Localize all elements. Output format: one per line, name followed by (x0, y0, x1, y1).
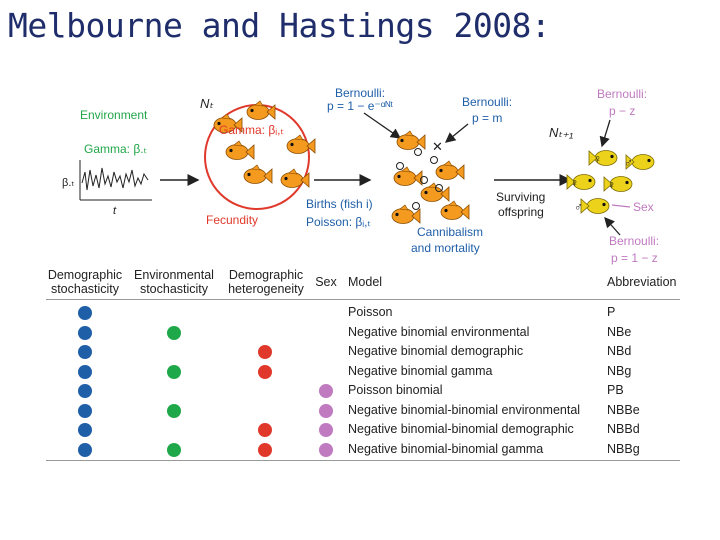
offspring-fish-2 (393, 166, 423, 186)
header-demographic-stochasticity: Demographic stochasticity (47, 268, 123, 296)
female-symbol-2: ♀ (570, 176, 579, 190)
bernoulli1-formula: p = 1 − e⁻ᵅᴺᵗ (327, 99, 393, 113)
slide-title: Melbourne and Hastings 2008: (8, 6, 551, 45)
demographic-dot (78, 442, 92, 457)
header-abbreviation: Abbreviation (607, 275, 677, 289)
births-label: Births (fish i) (306, 197, 373, 211)
fish-6 (280, 168, 310, 188)
fish-population-diagram: Environment Gamma: β.ₜ β.ₜ t Nₜ Gamma: β… (62, 86, 659, 265)
mortality-label: and mortality (411, 241, 480, 255)
bernoulli4-formula: p = 1 − z (611, 251, 658, 265)
demographic-dot (78, 325, 92, 340)
table-top-rule (46, 299, 680, 300)
offspring-fish-4 (420, 182, 450, 202)
environmental-dot (167, 403, 181, 418)
demographic-dot (78, 403, 92, 418)
model-abbreviation: NBBd (607, 422, 640, 436)
bernoulli3-label: Bernoulli: (597, 87, 647, 101)
offspring-fish-6 (440, 200, 470, 220)
header-demographic-heterogeneity: Demographic heterogeneity (228, 268, 304, 296)
sex-dot (319, 403, 333, 418)
demographic-dot (78, 423, 92, 437)
table-bottom-rule (46, 460, 680, 461)
arrow-bernoulli3 (599, 119, 611, 148)
bernoulli4-label: Bernoulli: (609, 234, 659, 248)
egg-3 (396, 162, 404, 170)
model-abbreviation: NBBe (607, 402, 640, 417)
egg-1 (414, 148, 422, 156)
female-symbol-3: ♀ (607, 178, 616, 192)
egg-5 (412, 202, 420, 210)
header-sex: Sex (315, 275, 337, 289)
model-name: Poisson (348, 305, 393, 319)
n-t1-label: Nₜ₊₁ (549, 125, 573, 140)
arrow-sex (611, 204, 631, 208)
sex-label: Sex (633, 200, 654, 214)
fish-1 (246, 100, 276, 120)
n-t-label: Nₜ (200, 96, 214, 111)
arrow-bernoulli4 (604, 217, 621, 236)
heterogeneity-dot (258, 442, 272, 457)
beta-axis-label: β.ₜ (62, 177, 75, 189)
demographic-dot (78, 364, 92, 379)
model-name: Negative binomial-binomial environmental (348, 402, 581, 417)
gamma-fish-label: Gamma: βᵢ,ₜ (219, 123, 284, 137)
environmental-dot (167, 442, 181, 457)
env-time-series (81, 167, 149, 191)
poisson-label: Poisson: βᵢ,ₜ (306, 215, 371, 229)
model-abbreviation: NBBg (607, 441, 640, 456)
sex-dot (319, 423, 333, 437)
bernoulli2-label: Bernoulli: (462, 95, 512, 109)
model-abbreviation: P (607, 305, 616, 319)
model-name: Negative binomial demographic (348, 344, 524, 358)
header-model: Model (348, 275, 383, 289)
demographic-dot (78, 306, 92, 320)
female-symbol-1: ♀ (593, 152, 602, 166)
heterogeneity-dot (258, 345, 272, 359)
bernoulli2-formula: p = m (472, 111, 502, 125)
model-abbreviation: NBe (607, 324, 632, 339)
model-name: Negative binomial-binomial gamma (348, 441, 544, 456)
arrow-bernoulli2 (444, 123, 469, 143)
egg-4 (420, 176, 428, 184)
environmental-dot (167, 325, 181, 340)
offspring-fish-5 (391, 204, 421, 224)
demographic-dot (78, 345, 92, 359)
offspring-fish-3 (435, 160, 465, 180)
t-axis-label: t (113, 205, 117, 217)
fecundity-label: Fecundity (206, 213, 258, 227)
sex-dot (319, 442, 333, 457)
fish-5 (243, 164, 273, 184)
fish-3 (225, 140, 255, 160)
heterogeneity-dot (258, 364, 272, 379)
model-abbreviation: PB (607, 383, 624, 397)
next-fish-5 (580, 198, 610, 214)
offspring-label: offspring (498, 205, 544, 219)
male-symbol-2: ♂ (574, 200, 583, 214)
x-mark: ✕ (432, 139, 443, 154)
egg-2 (430, 156, 438, 164)
bernoulli3-formula: p − z (609, 104, 635, 118)
header-environmental-stochasticity: Environmental stochasticity (134, 268, 214, 296)
model-name: Negative binomial environmental (348, 324, 530, 339)
model-name: Negative binomial-binomial demographic (348, 422, 574, 436)
model-name: Poisson binomial (348, 383, 443, 397)
male-symbol-1: ♂ (624, 156, 633, 170)
surviving-label: Surviving (496, 190, 545, 204)
cannibalism-label: Cannibalism (417, 225, 483, 239)
gamma-label: Gamma: β.ₜ (84, 142, 147, 156)
offspring-fish-1 (396, 130, 426, 150)
model-abbreviation: NBd (607, 344, 632, 358)
environment-label: Environment (80, 108, 148, 122)
egg-6 (435, 184, 443, 192)
demographic-dot (78, 384, 92, 398)
bernoulli1-label: Bernoulli: (335, 86, 385, 100)
model-abbreviation: NBg (607, 363, 632, 378)
arrow-bernoulli1 (363, 112, 402, 139)
fish-4 (286, 134, 316, 154)
environmental-dot (167, 364, 181, 379)
model-name: Negative binomial gamma (348, 363, 493, 378)
heterogeneity-dot (258, 423, 272, 437)
sex-dot (319, 384, 333, 398)
